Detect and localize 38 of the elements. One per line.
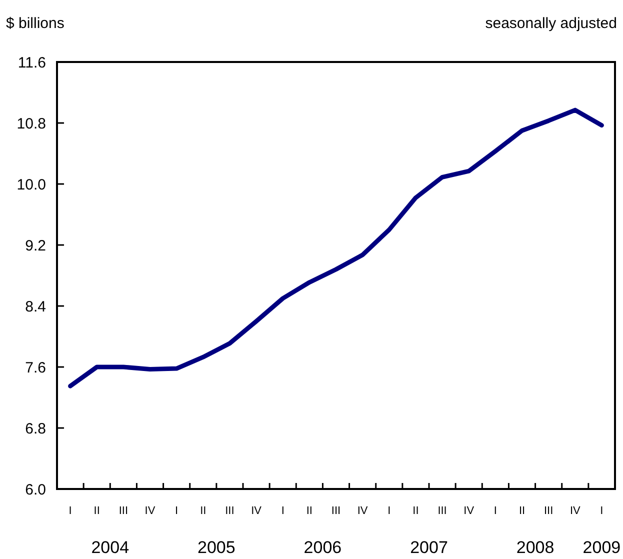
x-tick-label: I <box>281 505 284 517</box>
line-series <box>68 108 604 388</box>
x-tick-label: II <box>200 505 206 517</box>
x-tick-label: III <box>225 505 234 517</box>
y-tick-label: 9.2 <box>25 237 46 254</box>
x-tick-label: I <box>494 505 497 517</box>
text: 2006 <box>304 538 342 557</box>
text: 2008 <box>516 538 554 557</box>
x-tick-label: II <box>412 505 419 517</box>
y-tick-label: 10.8 <box>16 115 46 132</box>
x-tick-label: IV <box>464 505 475 517</box>
x-tick-label: I <box>68 505 72 517</box>
x-tick-label: IV <box>251 505 262 517</box>
x-tick-label: III <box>118 505 128 517</box>
x-tick-label: IV <box>570 505 581 517</box>
x-tick-label: III <box>331 505 341 517</box>
y-tick-label: 8.4 <box>25 298 46 316</box>
y-tick-label: 10.0 <box>16 176 46 194</box>
x-tick-label: II <box>518 505 526 517</box>
x-tick-label: IV <box>144 505 156 517</box>
y-tick-label: 6.8 <box>25 420 46 438</box>
text: 2005 <box>198 538 236 557</box>
x-tick-label: III <box>438 505 447 517</box>
x-tick-label: II <box>94 505 100 517</box>
text: 2009 <box>582 538 621 557</box>
x-tick-label: III <box>544 505 554 517</box>
y-tick-label: 11.6 <box>18 54 46 72</box>
x-tick-label: II <box>306 505 312 517</box>
text: 2004 <box>91 538 130 557</box>
chart-subtitle: seasonally adjusted <box>485 15 617 32</box>
x-tick-label: I <box>600 505 604 517</box>
x-tick-label: IV <box>357 505 368 517</box>
x-tick-label: I <box>388 505 391 517</box>
x-tick-label: I <box>175 505 178 517</box>
y-axis-title: $ billions <box>6 15 64 32</box>
y-tick-label: 6.0 <box>25 481 46 498</box>
y-tick-label: 7.6 <box>25 359 46 376</box>
text: 2007 <box>410 538 448 557</box>
